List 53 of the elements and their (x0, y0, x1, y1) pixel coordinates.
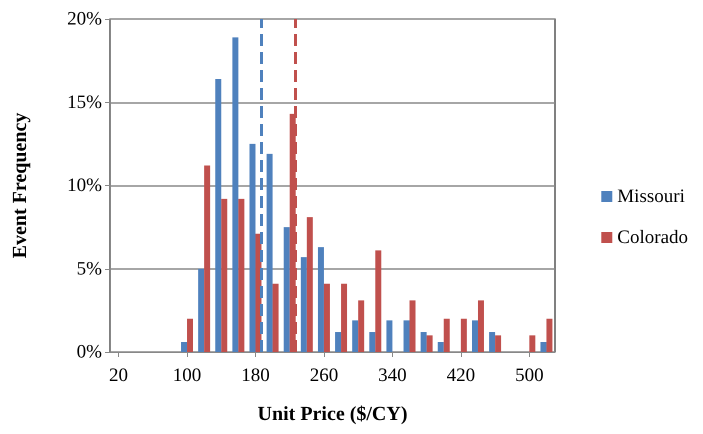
bar (426, 335, 433, 352)
bar (358, 300, 364, 352)
bar (318, 247, 324, 352)
y-tick-label: 15% (67, 92, 102, 113)
bar (460, 318, 467, 352)
y-tick-label: 20% (67, 8, 102, 30)
legend-label: Missouri (617, 186, 685, 207)
bar (335, 332, 342, 352)
bar (386, 320, 392, 352)
x-tick-label: 20 (109, 365, 128, 386)
legend-label: Colorado (617, 227, 688, 248)
bar (478, 300, 484, 352)
bar (324, 284, 330, 352)
y-tick-label: 5% (76, 258, 102, 280)
bar (420, 332, 427, 352)
bar (472, 320, 478, 352)
y-axis-title: Event Frequency (9, 112, 31, 258)
y-tick-label: 10% (67, 175, 102, 196)
bar (266, 154, 273, 352)
bar (444, 318, 450, 352)
x-tick-label: 100 (172, 365, 202, 386)
x-tick-label: 260 (310, 365, 338, 386)
x-tick-label: 500 (515, 365, 544, 386)
bar (529, 335, 536, 352)
bar (181, 342, 188, 352)
bar (306, 217, 313, 352)
bar (249, 144, 256, 352)
bar (204, 166, 210, 352)
x-tick-label: 420 (446, 365, 476, 386)
bar (221, 198, 228, 352)
bar (495, 335, 502, 352)
bar (352, 320, 358, 352)
bar (232, 37, 238, 352)
bar (284, 227, 290, 352)
bar (369, 332, 376, 352)
bar (540, 342, 546, 352)
bar (546, 318, 552, 352)
bar (404, 320, 410, 352)
bar (489, 332, 496, 352)
bar (341, 284, 348, 352)
bar (438, 342, 444, 352)
x-tick-label: 180 (241, 365, 270, 386)
bar (300, 257, 307, 352)
bar (410, 300, 416, 352)
bar (375, 250, 382, 352)
x-tick-label: 340 (378, 365, 407, 386)
bar (272, 284, 279, 352)
bar (198, 268, 204, 352)
bar (215, 78, 222, 352)
bar (238, 198, 244, 352)
bar (187, 318, 194, 352)
y-tick-label: 0% (76, 342, 102, 362)
x-axis-title: Unit Price ($/CY) (258, 403, 408, 425)
